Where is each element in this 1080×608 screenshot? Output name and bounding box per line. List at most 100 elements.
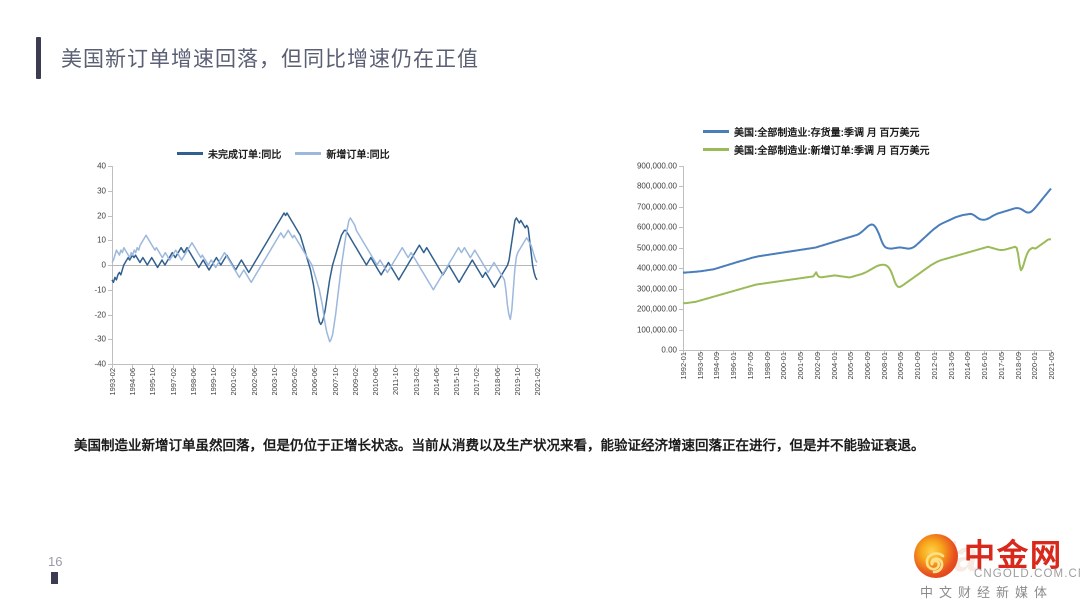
zero-line [112,265,537,266]
y-axis-line [683,166,684,350]
y-tick-label: 400,000.00 [636,263,677,273]
legend-label: 新增订单:同比 [326,150,390,161]
y-tick-label: 200,000.00 [636,304,677,314]
y-tick-label: 40 [97,161,106,171]
chart-left-plot [108,166,538,368]
x-tick-label: 1997-05 [745,352,755,380]
chart-right-legend: 美国:全部制造业:存货量:季调 月 百万美元 美国:全部制造业:新增订单:季调 … [703,124,944,157]
series-line [682,238,1052,305]
chart-right-y-axis: 900,000.00 800,000.00 700,000.00 600,000.00… [605,162,677,355]
x-tick-label: 1995-10 [148,368,158,396]
x-tick [716,350,718,354]
x-tick-label: 2018-09 [1013,352,1023,380]
x-tick-label: 2021-02 [533,368,542,396]
x-tick-label: 1999-10 [209,368,219,396]
x-tick [967,350,969,354]
x-tick-label: 1998-09 [762,352,772,380]
y-tick [108,314,112,316]
x-tick-label: 1994-09 [712,352,722,380]
logo: 中金网 CNGOLD.COM.CN 中文财经新媒体 [914,528,1080,600]
series-line [111,217,538,343]
legend-swatch-icon [703,148,729,151]
legend-item: 未完成订单:同比 [177,146,281,161]
x-tick-label: 2009-02 [350,368,360,396]
x-tick-label: 2002-06 [249,368,259,396]
legend-item: 美国:全部制造业:新增订单:季调 月 百万美元 [703,142,930,157]
x-tick [733,350,735,354]
logo-circle-icon [914,534,958,578]
x-tick-label: 2008-01 [879,352,889,380]
x-tick [294,364,296,368]
x-tick [273,364,275,368]
x-tick [354,364,356,368]
x-tick-label: 2017-02 [472,368,482,396]
y-tick-label: 10 [97,235,106,245]
x-tick [1051,350,1052,354]
x-tick-label: 2020-01 [1030,352,1040,380]
chart-left-y-axis: 40 30 20 10 0 -10 -20 -30 -40 [72,162,106,369]
x-tick [766,350,768,354]
legend-item: 美国:全部制造业:存货量:季调 月 百万美元 [703,124,930,139]
y-tick-label: 0 [101,260,106,270]
chart-left: 未完成订单:同比 新增订单:同比 40 30 20 10 0 -10 -20 -30 -40 1… [72,140,542,396]
x-tick [800,350,802,354]
x-tick [395,364,397,368]
y-tick-label: -10 [94,285,106,295]
y-tick [108,215,112,217]
page-number: 16 [48,554,63,569]
y-tick [108,166,112,167]
y-tick-label: 500,000.00 [636,243,677,253]
logo-subtitle: 中文财经新媒体 [920,585,1054,600]
y-tick [108,240,112,242]
series-canvas [111,212,538,343]
y-tick [679,206,683,208]
chart-left-legend: 未完成订单:同比 新增订单:同比 [177,146,404,161]
x-tick-label: 2005-05 [846,352,856,380]
x-tick [375,364,377,368]
y-tick-label: -30 [94,334,106,344]
x-tick [253,364,255,368]
x-tick [496,364,498,368]
x-tick-label: 2013-02 [411,368,421,396]
legend-swatch-icon [295,152,322,155]
series-canvas [682,187,1052,305]
y-tick [679,268,683,270]
x-tick-label: 2016-01 [980,352,990,380]
y-tick [108,364,112,365]
y-tick [679,288,683,290]
y-tick-label: -40 [94,359,106,369]
x-tick [1000,350,1002,354]
y-tick [679,166,683,167]
y-tick-label: 20 [97,211,106,220]
x-tick-label: 2007-10 [330,368,340,396]
x-tick [516,364,518,368]
x-tick [850,350,852,354]
x-tick-label: 2001-05 [796,352,806,380]
y-tick-label: 300,000.00 [636,284,677,294]
chart-right-x-axis: 1992-01 1993-05 1994-09 1996-01 1997-05 1998-… [679,352,1056,402]
x-tick-label: 1992-01 [679,352,688,380]
x-tick [749,350,751,354]
x-tick-label: 2010-06 [371,368,381,396]
y-tick-label: -20 [94,310,106,319]
y-tick-label: 600,000.00 [636,222,677,232]
x-tick [917,350,919,354]
y-tick [679,350,683,351]
x-tick [984,350,986,354]
x-tick [867,350,868,354]
x-tick-label: 1993-02 [108,368,117,396]
page-marker [51,572,58,584]
legend-swatch-icon [703,130,729,133]
y-tick [108,190,112,192]
y-tick-label: 0.00 [661,345,677,355]
y-tick [679,329,683,331]
legend-item: 新增订单:同比 [295,146,390,161]
y-tick-label: 800,000.00 [636,181,677,191]
x-tick [1034,350,1036,354]
x-tick [883,350,885,354]
x-tick-label: 2004-01 [829,352,839,380]
x-tick-label: 2021-05 [1047,352,1056,380]
x-tick-label: 2002-09 [812,352,822,380]
x-tick [152,364,154,368]
x-tick-label: 2010-09 [913,352,923,380]
